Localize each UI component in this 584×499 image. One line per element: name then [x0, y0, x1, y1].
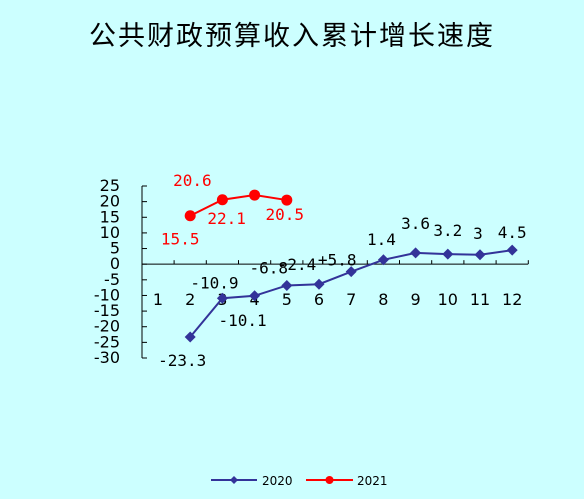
data-label-2020: -2.4 — [278, 255, 317, 274]
chart-axes: 2520151050-5-10-15-20-25-301234567891011… — [94, 176, 529, 367]
data-label-2020: 3.6 — [401, 214, 430, 233]
series-line-2021 — [189, 194, 287, 217]
y-tick-label: -30 — [94, 348, 120, 367]
x-tick-label: 5 — [282, 290, 292, 309]
x-tick-label: 9 — [411, 290, 421, 309]
x-tick-label: 11 — [470, 290, 490, 309]
point-2020 — [216, 292, 228, 304]
point-2020 — [377, 254, 389, 266]
y-tick-label: 10 — [100, 223, 120, 242]
legend-marker-2020 — [230, 476, 238, 484]
point-2021 — [216, 194, 228, 206]
x-tick-label: 6 — [314, 290, 324, 309]
point-2020 — [345, 266, 357, 278]
point-2020 — [410, 247, 422, 259]
point-2020 — [184, 331, 196, 343]
point-2020 — [281, 279, 293, 291]
data-label-2020: -23.3 — [158, 351, 206, 370]
legend-marker-2021 — [325, 476, 334, 484]
data-label-2020: -10.1 — [219, 311, 267, 330]
y-tick-label: 20 — [100, 192, 120, 211]
x-tick-label: 1 — [153, 290, 163, 309]
y-tick-label: 15 — [100, 207, 120, 226]
x-tick-label: 7 — [346, 290, 356, 309]
legend-label-2020: 2020 — [262, 474, 293, 488]
data-label-2021: 20.5 — [266, 205, 305, 224]
point-2021 — [281, 194, 293, 206]
y-tick-label: 25 — [100, 176, 120, 195]
point-2021 — [184, 210, 196, 222]
series-markers — [184, 189, 518, 343]
data-label-2020: 3 — [473, 224, 483, 243]
y-tick-label: 5 — [110, 239, 120, 258]
y-tick-label: -15 — [94, 301, 120, 320]
legend: 2020 2021 — [211, 474, 388, 488]
data-label-2021: 20.6 — [173, 171, 212, 190]
y-tick-label: -25 — [94, 332, 120, 351]
point-2020 — [506, 244, 518, 256]
y-tick-label: -10 — [94, 285, 120, 304]
chart-title: 公共财政预算收入累计增长速度 — [89, 21, 495, 52]
point-2020 — [474, 249, 486, 261]
y-tick-label: -20 — [94, 317, 120, 336]
data-label-2021: 15.5 — [161, 230, 200, 249]
data-label-2020: -10.9 — [190, 273, 238, 292]
data-label-2020: +5.8 — [318, 251, 357, 270]
x-tick-label: 8 — [378, 290, 388, 309]
data-label-2020: -6.8 — [250, 258, 289, 277]
legend-label-2021: 2021 — [357, 474, 388, 488]
point-2020 — [249, 290, 261, 302]
y-tick-label: -5 — [104, 270, 120, 289]
x-tick-label: 12 — [502, 290, 522, 309]
data-labels: -23.3 -10.9 -10.1 -6.8-2.4 +5.8 1.4 3.6 3.2 3 4.5… — [158, 171, 527, 370]
data-label-2020: 1.4 — [367, 230, 396, 249]
point-2020 — [313, 278, 325, 290]
x-tick-label: 10 — [438, 290, 458, 309]
data-label-2020: 4.5 — [498, 223, 527, 242]
point-2020 — [442, 248, 454, 260]
data-label-2021: 22.1 — [207, 209, 246, 228]
point-2021 — [249, 189, 261, 201]
data-label-2020: 3.2 — [433, 221, 462, 240]
y-tick-label: 0 — [110, 254, 120, 273]
x-tick-label: 2 — [185, 290, 195, 309]
